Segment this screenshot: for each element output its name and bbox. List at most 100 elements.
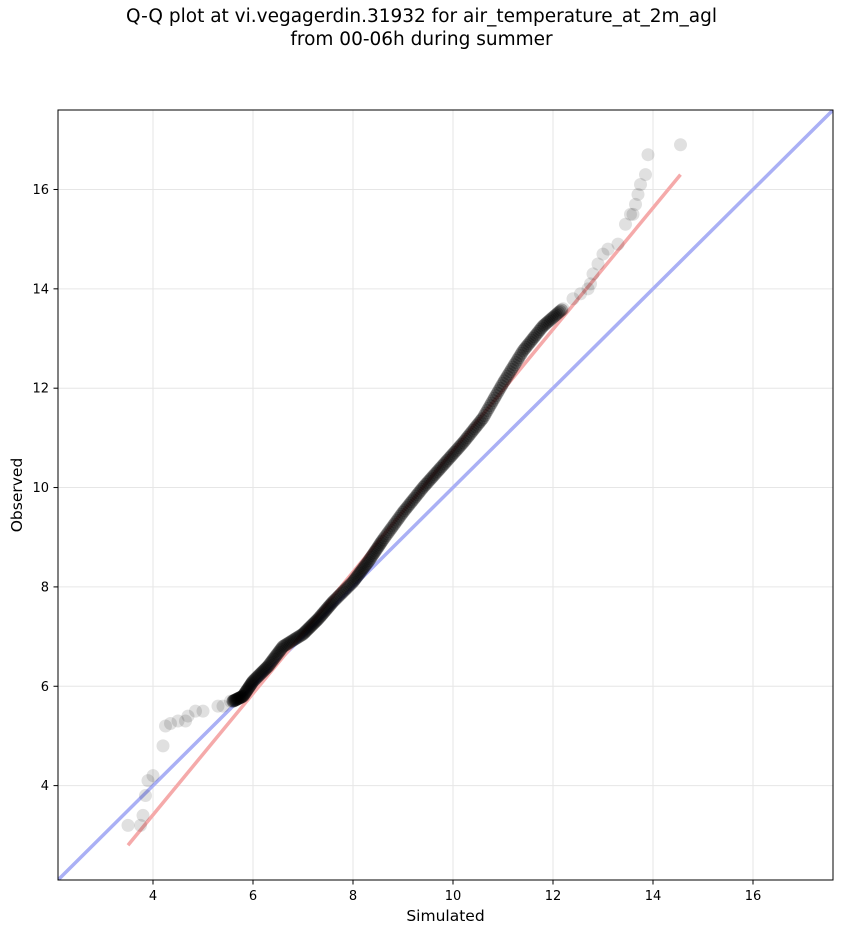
- qq-point: [139, 789, 152, 803]
- qq-point: [196, 704, 210, 718]
- qq-point: [240, 684, 254, 698]
- qq-point: [433, 461, 447, 475]
- qq-point: [235, 690, 249, 704]
- qq-point: [442, 452, 456, 466]
- qq-point: [482, 401, 496, 415]
- qq-point: [425, 471, 439, 485]
- qq-point: [432, 463, 446, 477]
- qq-point: [283, 635, 297, 649]
- qq-point: [487, 391, 501, 405]
- qq-point: [611, 237, 625, 251]
- qq-point: [295, 628, 309, 642]
- qq-point: [539, 317, 553, 331]
- qq-point: [327, 593, 341, 607]
- qq-point: [252, 668, 266, 682]
- qq-point: [287, 632, 301, 646]
- qq-point: [211, 699, 225, 713]
- qq-point: [417, 479, 431, 493]
- qq-point: [236, 689, 250, 703]
- qq-point: [543, 313, 557, 327]
- qq-point: [280, 637, 294, 651]
- qq-point: [376, 533, 390, 547]
- qq-point: [525, 333, 539, 347]
- qq-point: [235, 690, 249, 704]
- qq-point: [396, 505, 410, 519]
- qq-point: [440, 453, 454, 467]
- qq-point: [519, 340, 533, 354]
- qq-point: [355, 564, 369, 578]
- qq-point: [302, 621, 316, 635]
- qq-point: [536, 319, 550, 333]
- qq-point: [313, 610, 327, 624]
- x-tick-label: 16: [745, 889, 762, 904]
- x-tick-label: 14: [645, 889, 662, 904]
- qq-point: [462, 429, 476, 443]
- qq-point: [346, 575, 360, 589]
- qq-point: [238, 686, 252, 700]
- qq-point: [507, 358, 521, 372]
- qq-point: [326, 595, 340, 609]
- qq-point: [337, 583, 351, 597]
- qq-point: [311, 612, 325, 626]
- qq-point: [336, 585, 350, 599]
- qq-point: [362, 553, 376, 567]
- qq-point: [324, 597, 338, 611]
- qq-point: [310, 613, 324, 627]
- y-tick-label: 16: [32, 183, 49, 198]
- qq-point: [382, 525, 396, 539]
- qq-point: [243, 679, 257, 693]
- y-tick-label: 6: [41, 680, 49, 695]
- qq-point: [427, 468, 441, 482]
- qq-point: [505, 362, 519, 376]
- qq-point: [361, 555, 375, 569]
- qq-point: [246, 674, 260, 688]
- qq-point: [171, 714, 185, 728]
- qq-point: [479, 406, 493, 420]
- qq-point: [412, 486, 426, 500]
- qq-point: [423, 473, 437, 487]
- qq-point: [314, 608, 328, 622]
- qq-point: [282, 636, 296, 650]
- qq-point: [256, 665, 270, 679]
- qq-point: [413, 484, 427, 498]
- qq-point: [262, 658, 276, 672]
- qq-point: [489, 389, 503, 403]
- qq-point: [306, 618, 320, 632]
- qq-point: [292, 630, 306, 644]
- qq-point: [367, 545, 381, 559]
- qq-point: [552, 305, 566, 319]
- qq-point: [490, 386, 504, 400]
- qq-point: [309, 614, 323, 628]
- qq-point: [298, 625, 312, 639]
- qq-point: [375, 534, 389, 548]
- qq-point: [159, 719, 172, 733]
- qq-point: [405, 495, 419, 509]
- qq-point: [229, 693, 243, 707]
- qq-point: [296, 627, 310, 641]
- plot-frame: [57, 109, 834, 881]
- qq-point: [446, 447, 460, 461]
- qq-point: [496, 376, 510, 390]
- x-tick-label: 4: [149, 889, 157, 904]
- qq-point: [319, 604, 332, 617]
- qq-point: [516, 344, 530, 358]
- qq-point: [226, 694, 240, 708]
- qq-point: [307, 616, 321, 630]
- qq-point: [445, 449, 459, 463]
- qq-point: [244, 677, 258, 691]
- qq-point: [624, 207, 637, 221]
- qq-point: [513, 349, 527, 363]
- qq-point: [465, 425, 479, 439]
- qq-point: [321, 601, 335, 615]
- qq-point: [532, 324, 546, 338]
- qq-point: [265, 654, 279, 668]
- qq-point: [586, 267, 600, 281]
- qq-point: [409, 489, 423, 503]
- qq-point: [156, 739, 170, 753]
- qq-point: [641, 148, 655, 162]
- qq-point: [274, 642, 288, 656]
- qq-point: [526, 332, 540, 346]
- qq-point: [540, 315, 554, 329]
- qq-point: [349, 571, 363, 585]
